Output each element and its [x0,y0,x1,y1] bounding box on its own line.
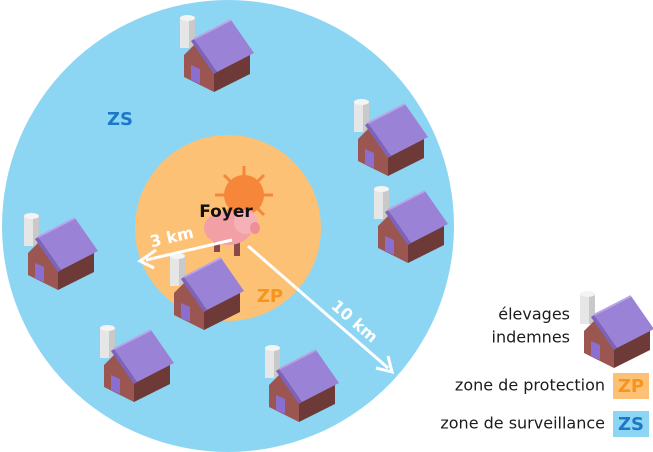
legend-badge-text: ZS [618,414,644,435]
legend-badge-text: ZP [618,376,644,397]
zs-label: ZS [107,109,133,130]
legend-label: zone de surveillance [440,414,605,433]
page: {"labels": {"zone_surveillance": "ZS", "… [0,0,653,452]
legend-farms: élevages [498,305,570,324]
legend-farms: indemnes [492,328,571,347]
legend-label: zone de protection [455,376,605,395]
diagram: ZS Foyer 3 km 10 km ZP élevages indemnes… [0,0,653,452]
zp-label: ZP [257,286,283,307]
farm-legend-icon [580,291,653,368]
foyer-label: Foyer [199,202,253,222]
